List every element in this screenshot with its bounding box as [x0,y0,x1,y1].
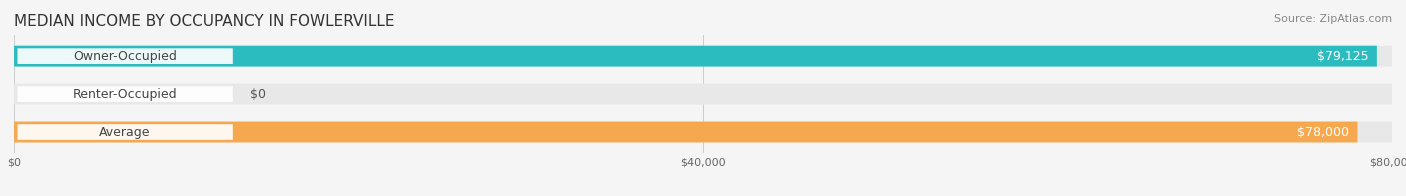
FancyBboxPatch shape [14,122,1392,142]
Text: MEDIAN INCOME BY OCCUPANCY IN FOWLERVILLE: MEDIAN INCOME BY OCCUPANCY IN FOWLERVILL… [14,14,395,29]
Text: $79,125: $79,125 [1316,50,1368,63]
FancyBboxPatch shape [14,46,1392,67]
FancyBboxPatch shape [14,84,1392,104]
FancyBboxPatch shape [17,48,233,64]
Text: Owner-Occupied: Owner-Occupied [73,50,177,63]
Text: Source: ZipAtlas.com: Source: ZipAtlas.com [1274,14,1392,24]
FancyBboxPatch shape [14,122,1358,142]
FancyBboxPatch shape [14,46,1376,67]
Text: Average: Average [100,125,150,139]
Text: Renter-Occupied: Renter-Occupied [73,88,177,101]
Text: $0: $0 [250,88,266,101]
Text: $78,000: $78,000 [1296,125,1348,139]
FancyBboxPatch shape [17,124,233,140]
FancyBboxPatch shape [17,86,233,102]
